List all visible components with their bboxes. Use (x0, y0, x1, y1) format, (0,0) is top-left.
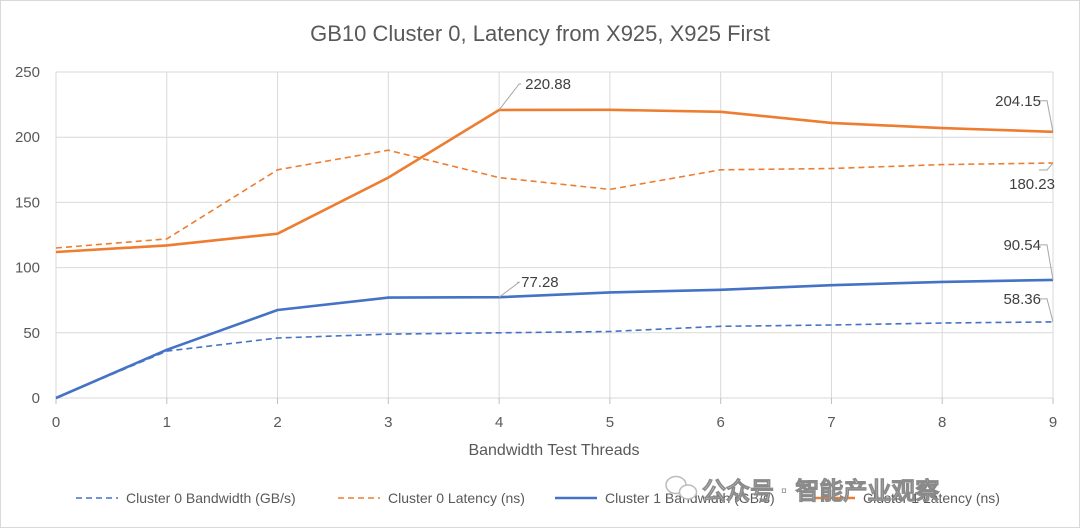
y-tick-label: 100 (15, 260, 40, 277)
x-tick-label: 2 (273, 414, 281, 431)
label-leader-line (1039, 244, 1054, 281)
series-line-3 (55, 108, 1054, 254)
chart-title: GB10 Cluster 0, Latency from X925, X925 … (310, 21, 770, 46)
x-tick-label: 3 (384, 414, 392, 431)
x-axis-title: Bandwidth Test Threads (468, 442, 639, 459)
label-leader-line (498, 281, 521, 298)
y-tick-label: 0 (32, 390, 40, 407)
data-label: 204.15 (995, 93, 1041, 110)
x-tick-label: 5 (606, 414, 614, 431)
x-axis-ticks: 0 1 2 3 4 5 6 7 8 9 (52, 398, 1057, 431)
data-label: 220.88 (525, 76, 571, 93)
y-tick-label: 200 (15, 129, 40, 146)
y-tick-label: 50 (23, 325, 40, 342)
y-tick-label: 150 (15, 194, 40, 211)
y-tick-label: 250 (15, 64, 40, 81)
data-label: 180.23 (1009, 176, 1055, 193)
label-leader-line (1039, 298, 1054, 323)
x-tick-label: 0 (52, 414, 60, 431)
x-tick-label: 6 (716, 414, 724, 431)
series-line-2 (55, 278, 1054, 400)
x-tick-label: 7 (827, 414, 835, 431)
x-tick-label: 4 (495, 414, 503, 431)
gridlines (55, 71, 1054, 399)
legend-label-1: Cluster 0 Latency (ns) (388, 490, 525, 506)
series-lines (55, 108, 1054, 400)
data-label: 77.28 (521, 274, 559, 291)
legend-label-0: Cluster 0 Bandwidth (GB/s) (126, 490, 296, 506)
label-leader-line (1039, 162, 1054, 171)
y-axis-ticks: 0 50 100 150 200 250 (15, 64, 40, 407)
wechat-icon (665, 475, 698, 500)
label-leader-line (1039, 100, 1054, 132)
data-label: 90.54 (1003, 237, 1041, 254)
x-tick-label: 1 (163, 414, 171, 431)
data-label: 58.36 (1003, 291, 1041, 308)
label-leader-line (498, 83, 522, 111)
series-line-1 (55, 149, 1054, 249)
watermark-text: 公众号 · 智能产业观察 (702, 477, 940, 505)
data-labels: 220.88 77.28 204.15 180.23 90.54 58.36 (498, 76, 1055, 323)
legend-label-3: Cluster 1 Latency (ns) (863, 490, 1000, 506)
series-line-0 (55, 321, 1054, 399)
x-tick-label: 8 (938, 414, 946, 431)
watermark: 公众号 · 智能产业观察 (665, 475, 941, 505)
x-tick-label: 9 (1049, 414, 1057, 431)
